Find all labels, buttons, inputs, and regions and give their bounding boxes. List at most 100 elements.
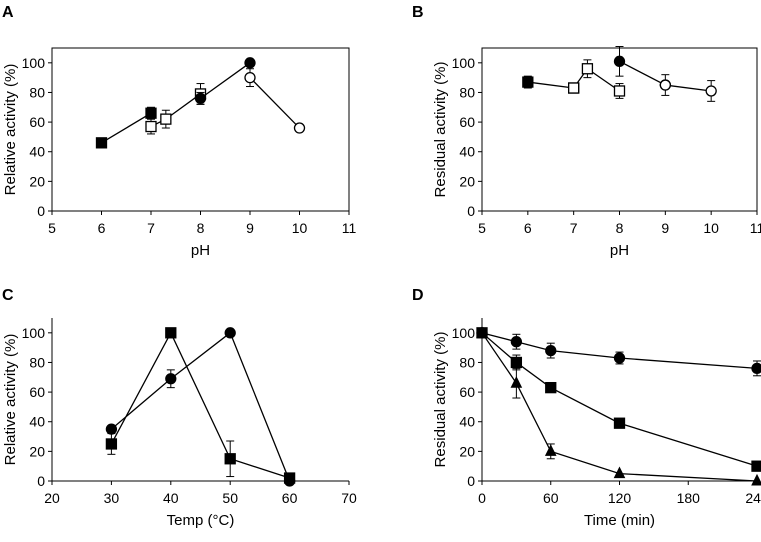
panel-a-y-tick-label: 60: [29, 114, 45, 130]
panel-b-series-circle-open: [659, 74, 717, 102]
panel-d-series-circle-filled-point: [545, 344, 557, 357]
panel-a-x-tick-label: 11: [342, 220, 357, 236]
panel-a-x-tick-label: 8: [197, 220, 205, 236]
panel-b-series-square-filled-line: [527, 81, 574, 89]
panel-d-series-square-filled-point: [545, 381, 557, 394]
panel-c-x-axis-label: Temp (°C): [167, 512, 235, 529]
panel-c-y-tick-label: 80: [29, 354, 45, 370]
panel-b-series-circle-filled-line: [619, 60, 666, 86]
panel-c-series-circle-filled-point: [165, 373, 177, 385]
panel-a-series-circle-open-line: [249, 77, 300, 129]
panel-b-x-tick-label: 9: [661, 220, 669, 236]
panel-a-y-tick-label: 100: [22, 55, 46, 71]
panel-b-y-tick-label: 20: [459, 173, 475, 189]
panel-a-x-tick-label: 7: [147, 220, 155, 236]
panel-b-series-circle-filled-point: [613, 55, 626, 67]
panel-d-series-square-filled-point: [751, 460, 761, 472]
panel-a-x-tick-label: 5: [48, 220, 56, 236]
panel-a-x-tick-label: 9: [246, 220, 254, 236]
panel-c-series-square-filled: [105, 327, 296, 484]
panel-a-letter: A: [2, 4, 14, 21]
panel-d-series-triangle-filled-point: [613, 466, 626, 479]
panel-b-x-tick-label: 11: [750, 220, 761, 236]
panel-c-x-tick-label: 50: [222, 490, 238, 506]
panel-d-series-circle-filled-point: [510, 336, 523, 348]
panel-b-y-tick-label: 0: [467, 203, 475, 219]
panel-c-y-tick-label: 0: [37, 473, 45, 489]
panel-a-series-circle-open: [244, 68, 306, 134]
panel-a-series-circle-filled-point: [244, 57, 256, 69]
panel-c-x-tick-label: 20: [44, 490, 60, 506]
panel-b-series-square-filled-point: [522, 76, 534, 88]
panel-b-series-square-open-line: [573, 67, 620, 92]
panel-c-y-tick-label: 100: [22, 325, 46, 341]
panel-b-y-tick-label: 60: [459, 114, 475, 130]
panel-a-series-circle-filled-point: [194, 92, 207, 105]
panel-c-series-square-filled-point: [283, 472, 296, 484]
panel-b-series-circle-open-point: [705, 85, 717, 97]
panel-a: A 0 20 40 60 80 100 5 6 7 8 9 10 11 pH Relative activi…: [2, 4, 356, 259]
panel-b-series-circle-open-point: [659, 79, 671, 91]
panel-d: D 0 20 40 60 80 100 0 60 120 180 240 Time (min) Resi…: [412, 287, 761, 529]
panel-d-x-tick-label: 240: [745, 490, 761, 506]
panel-c-series-circle-filled-point: [105, 423, 118, 435]
panel-b-y-tick-label: 100: [452, 55, 476, 71]
panel-d-x-tick-label: 180: [677, 490, 701, 506]
panel-c-series-square-filled-line: [110, 331, 290, 479]
panel-d-y-tick-label: 80: [459, 354, 475, 370]
panel-b-x-tick-label: 5: [478, 220, 486, 236]
panel-b-y-axis-label: Residual activity (%): [432, 62, 449, 198]
panel-c-x-tick-label: 70: [341, 490, 357, 506]
panel-c-letter: C: [2, 287, 14, 304]
panel-b: B 0 20 40 60 80 100 5 6 7 8 9 10 11 pH Residual activi…: [412, 4, 761, 259]
panel-a-y-tick-label: 80: [29, 84, 45, 100]
panel-d-y-tick-label: 100: [452, 325, 476, 341]
panel-b-series-square-open: [568, 59, 626, 99]
panel-a-plot: 0 20 40 60 80 100 5 6 7 8 9 10 11 pH Relative activity…: [2, 47, 357, 259]
panel-b-x-tick-label: 7: [570, 220, 578, 236]
panel-a-series-circle-open-point: [244, 71, 256, 84]
panel-a-series-square-filled-point: [145, 107, 157, 119]
panel-b-series-square-open-point: [568, 82, 580, 94]
panel-a-y-tick-label: 0: [37, 203, 45, 219]
panel-a-y-tick-label: 20: [29, 173, 45, 189]
panel-d-series-triangle-filled-point: [476, 325, 488, 338]
panel-c-x-tick-label: 30: [104, 490, 120, 506]
panel-a-series-circle-filled-line: [200, 62, 251, 99]
panel-c-y-tick-label: 20: [29, 443, 45, 459]
panel-d-series-circle-filled-point: [751, 362, 761, 375]
panel-a-series-circle-filled: [194, 57, 256, 105]
panel-d-letter: D: [412, 287, 424, 304]
panel-d-y-tick-label: 20: [459, 443, 475, 459]
panel-b-plot: 0 20 40 60 80 100 5 6 7 8 9 10 11 pH Residual activity…: [432, 46, 761, 259]
panel-a-x-tick-label: 10: [292, 220, 308, 236]
panel-a-series-square-open-point: [145, 120, 157, 133]
panel-c-x-tick-label: 40: [163, 490, 179, 506]
panel-d-y-tick-label: 0: [467, 473, 475, 489]
panel-a-series-square-open-point: [160, 113, 172, 125]
panel-c-y-tick-label: 40: [29, 414, 45, 430]
panel-a-series-square-filled-line: [101, 112, 152, 144]
panel-d-x-tick-label: 60: [543, 490, 559, 506]
panel-a-series-square-filled-point: [95, 137, 108, 149]
panel-a-x-axis-label: pH: [191, 242, 210, 259]
panel-c-series-square-filled-point: [224, 453, 236, 465]
panel-d-x-axis-label: Time (min): [584, 512, 655, 529]
panel-d-y-tick-label: 60: [459, 384, 475, 400]
panel-d-series-circle-filled-point: [613, 352, 626, 364]
panel-d-x-tick-label: 120: [608, 490, 632, 506]
panel-b-y-tick-label: 40: [459, 144, 475, 160]
panel-d-y-tick-label: 40: [459, 414, 475, 430]
panel-a-y-tick-label: 40: [29, 144, 45, 160]
panel-c-series-square-filled-point: [105, 438, 118, 450]
panel-c-series-circle-filled-line: [110, 331, 291, 482]
panel-b-x-tick-label: 6: [524, 220, 532, 236]
panel-c-y-tick-label: 60: [29, 384, 45, 400]
panel-d-series-triangle-filled-point: [751, 473, 761, 486]
panel-d-series-triangle-filled-point: [544, 444, 557, 456]
panel-a-series-square-open-line: [150, 93, 201, 128]
panel-c-series-square-filled-point: [165, 327, 177, 339]
panel-d-series-square-filled-point: [510, 356, 523, 369]
